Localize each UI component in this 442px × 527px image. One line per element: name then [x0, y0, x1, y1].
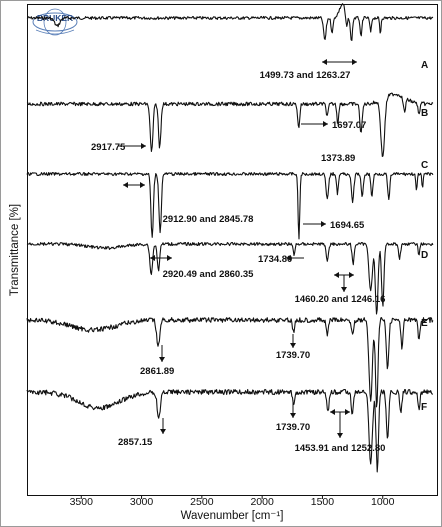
x-tick-label: 1500	[311, 496, 335, 508]
series-labels: A B C D E F	[421, 60, 428, 413]
annotation-d-1734: 1734.80	[258, 254, 292, 265]
series-label-d: D	[421, 250, 428, 261]
series-label-e: E	[421, 318, 428, 329]
spectrum-d	[26, 241, 434, 315]
x-tick-label: 2500	[190, 496, 214, 508]
spectrum-e	[26, 317, 434, 408]
spectrum-c	[26, 171, 434, 240]
bruker-logo: BRUKER	[32, 8, 78, 36]
series-label-f: F	[421, 402, 427, 413]
annotation-e-1739: 1739.70	[276, 350, 310, 361]
x-tick-label: 3000	[130, 496, 154, 508]
annotation-b-1373: 1373.89	[321, 153, 355, 164]
spectra-traces	[26, 3, 434, 473]
plot-frame	[27, 4, 438, 496]
annotations: 1499.73 and 1263.27 1697.07 2917.75 1373…	[91, 70, 385, 454]
annotation-f-1453-1252: 1453.91 and 1252.80	[295, 443, 386, 454]
series-label-a: A	[421, 60, 428, 71]
x-tick-label: 1000	[371, 496, 395, 508]
y-axis-label: Transmittance [%]	[9, 204, 21, 296]
x-axis: 3500 3000 2500 2000 1500 1000	[70, 495, 395, 508]
annotation-arrows	[118, 59, 357, 438]
annotation-c-1694: 1694.65	[330, 220, 365, 231]
series-label-b: B	[421, 108, 428, 119]
annotation-f-2857: 2857.15	[118, 437, 153, 448]
annotation-a-1499-1263: 1499.73 and 1263.27	[260, 70, 351, 81]
annotation-d-2920-2860: 2920.49 and 2860.35	[163, 269, 255, 280]
annotation-b-1697: 1697.07	[332, 120, 366, 131]
spectrum-f	[26, 388, 433, 473]
x-axis-label: Wavenumber [cm⁻¹]	[181, 510, 284, 522]
spectrum-b	[26, 92, 434, 158]
x-tick-label: 3500	[70, 496, 94, 508]
annotation-b-2917: 2917.75	[91, 142, 126, 153]
series-label-c: C	[421, 160, 428, 171]
spectrum-a	[26, 3, 434, 41]
annotation-d-1460-1246: 1460.20 and 1246.16	[295, 294, 386, 305]
annotation-e-2861: 2861.89	[140, 366, 174, 377]
x-tick-label: 2000	[250, 496, 274, 508]
bruker-logo-text: BRUKER	[37, 13, 73, 23]
annotation-c-2912-2845: 2912.90 and 2845.78	[163, 214, 254, 225]
annotation-f-1739: 1739.70	[276, 422, 310, 433]
